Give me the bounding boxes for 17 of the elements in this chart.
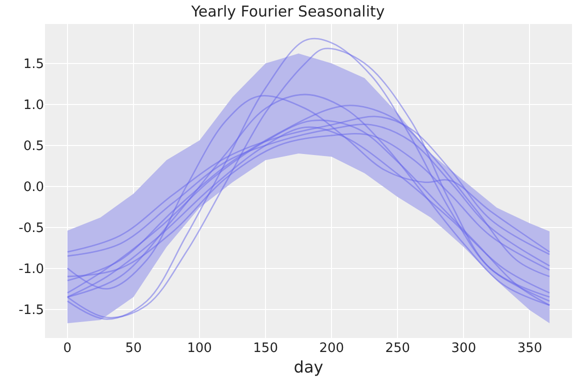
- y-tick-label: 1.0: [23, 98, 44, 113]
- y-tick-label: 0.5: [23, 138, 44, 154]
- x-tick-label: 200: [319, 341, 344, 356]
- y-tick-label: 0.0: [23, 180, 44, 195]
- y-tick-label: -1.0: [18, 262, 44, 277]
- x-tick-label: 350: [517, 341, 542, 356]
- x-axis-title: day: [294, 358, 324, 377]
- x-tick-label: 100: [187, 341, 212, 356]
- y-tick-label: -1.5: [18, 302, 44, 318]
- x-tick-label: 50: [125, 341, 142, 356]
- y-tick-label: 1.5: [23, 56, 44, 72]
- x-tick-label: 150: [253, 341, 278, 356]
- y-tick-label: -0.5: [18, 220, 44, 236]
- x-tick-label: 0: [63, 341, 72, 356]
- chart-title: Yearly Fourier Seasonality: [190, 2, 385, 20]
- x-tick-label: 300: [451, 341, 476, 356]
- x-tick-label: 250: [385, 341, 410, 356]
